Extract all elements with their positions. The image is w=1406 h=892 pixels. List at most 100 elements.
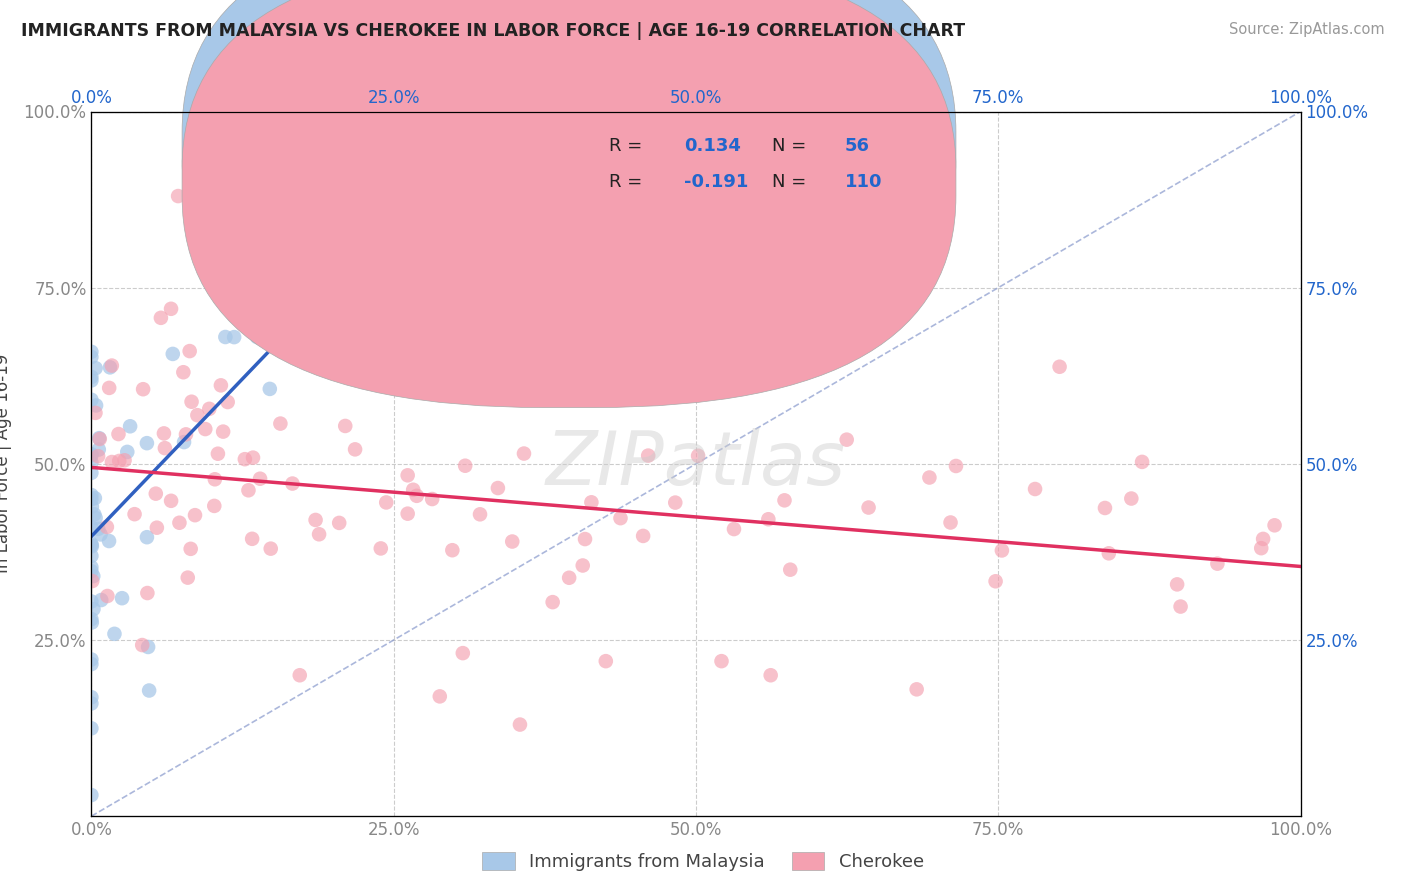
Point	[174, 427, 197, 442]
Text: R =: R =	[609, 173, 648, 191]
Point	[80, 690, 103, 705]
Point	[186, 408, 208, 422]
Point	[631, 529, 654, 543]
Point	[180, 394, 202, 409]
Point	[98, 381, 121, 395]
Point	[160, 493, 183, 508]
Point	[87, 449, 110, 463]
Point	[90, 527, 112, 541]
Point	[939, 516, 962, 530]
Point	[451, 646, 474, 660]
Point	[80, 373, 103, 387]
Point	[80, 564, 103, 578]
Point	[149, 310, 172, 325]
Point	[269, 417, 291, 431]
Point	[202, 499, 225, 513]
Point	[80, 537, 103, 551]
Point	[637, 449, 659, 463]
Point	[82, 574, 104, 588]
Point	[111, 591, 134, 606]
Point	[723, 522, 745, 536]
Point	[1024, 482, 1046, 496]
Point	[153, 441, 176, 455]
Point	[80, 520, 103, 534]
Point	[98, 360, 121, 375]
Point	[173, 435, 195, 450]
Text: 0.134: 0.134	[683, 136, 741, 154]
Text: N =: N =	[772, 136, 813, 154]
Point	[103, 627, 125, 641]
Point	[396, 507, 419, 521]
Point	[212, 425, 235, 439]
Point	[80, 652, 103, 666]
Point	[82, 569, 104, 583]
Point	[145, 486, 167, 500]
Point	[80, 615, 103, 630]
Point	[83, 491, 105, 505]
Point	[114, 453, 136, 467]
Point	[370, 541, 392, 556]
Point	[136, 586, 159, 600]
Point	[131, 638, 153, 652]
Point	[1049, 359, 1071, 374]
Point	[544, 376, 567, 391]
Point	[209, 378, 232, 392]
Point	[1166, 577, 1188, 591]
Point	[80, 697, 103, 711]
Point	[146, 521, 169, 535]
Point	[82, 602, 104, 616]
Point	[242, 450, 264, 465]
Text: 56: 56	[845, 136, 870, 154]
Point	[710, 654, 733, 668]
Point	[468, 508, 491, 522]
Point	[1206, 557, 1229, 571]
Point	[198, 401, 221, 416]
Point	[344, 442, 367, 457]
Point	[217, 395, 239, 409]
Point	[779, 563, 801, 577]
Point	[84, 511, 107, 525]
Point	[486, 481, 509, 495]
Text: IMMIGRANTS FROM MALAYSIA VS CHEROKEE IN LABOR FORCE | AGE 16-19 CORRELATION CHAR: IMMIGRANTS FROM MALAYSIA VS CHEROKEE IN …	[21, 22, 965, 40]
Point	[80, 612, 103, 626]
Point	[132, 382, 155, 396]
Text: R =: R =	[609, 136, 648, 154]
Point	[135, 436, 157, 450]
Point	[160, 301, 183, 316]
Point	[80, 722, 103, 736]
Point	[80, 466, 103, 480]
Point	[80, 392, 103, 407]
Point	[179, 344, 201, 359]
Point	[136, 640, 159, 654]
Point	[304, 513, 326, 527]
FancyBboxPatch shape	[515, 119, 901, 211]
Point	[756, 512, 779, 526]
Text: -0.191: -0.191	[683, 173, 748, 191]
Point	[246, 330, 269, 344]
Point	[361, 372, 384, 386]
Text: 110: 110	[845, 173, 882, 191]
Point	[1170, 599, 1192, 614]
Point	[80, 560, 103, 574]
Point	[918, 470, 941, 484]
Point	[80, 448, 103, 462]
Point	[574, 532, 596, 546]
Point	[375, 495, 398, 509]
Point	[984, 574, 1007, 589]
Point	[177, 571, 200, 585]
Point	[238, 483, 260, 498]
Point	[87, 442, 110, 457]
Point	[260, 541, 283, 556]
Point	[609, 511, 631, 525]
Point	[84, 361, 107, 376]
Point	[101, 359, 124, 373]
Point	[429, 690, 451, 704]
Text: ZIPatlas: ZIPatlas	[546, 428, 846, 500]
Point	[1264, 518, 1286, 533]
Legend: Immigrants from Malaysia, Cherokee: Immigrants from Malaysia, Cherokee	[475, 846, 931, 879]
Point	[96, 589, 118, 603]
Point	[80, 500, 103, 514]
Point	[1130, 455, 1153, 469]
Point	[249, 472, 271, 486]
Point	[240, 532, 263, 546]
